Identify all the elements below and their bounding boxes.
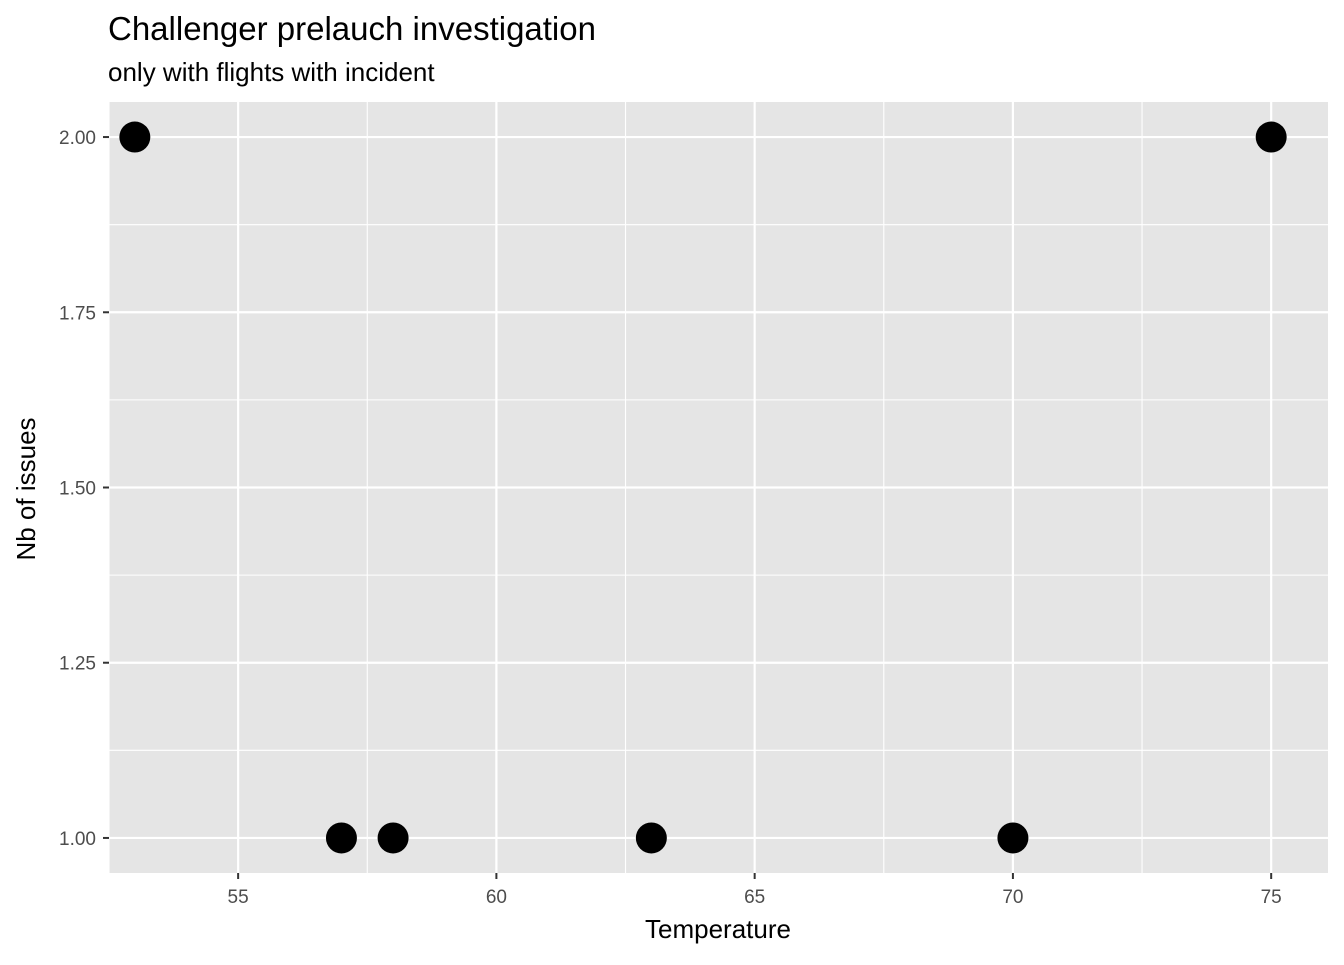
x-tick-label: 75 bbox=[1261, 887, 1282, 908]
x-tick-label: 65 bbox=[744, 887, 765, 908]
x-tick-label: 55 bbox=[228, 887, 249, 908]
data-point bbox=[119, 121, 151, 153]
y-tick-label: 2.00 bbox=[59, 128, 96, 149]
data-point bbox=[377, 822, 409, 854]
y-tick-label: 1.25 bbox=[59, 654, 96, 675]
axis-ticks bbox=[103, 136, 1273, 879]
chart-subtitle: only with flights with incident bbox=[108, 57, 435, 87]
x-tick-label: 60 bbox=[486, 887, 507, 908]
data-point bbox=[1255, 121, 1287, 153]
data-points bbox=[119, 121, 1287, 854]
y-tick-label: 1.75 bbox=[59, 303, 96, 324]
data-point bbox=[325, 822, 357, 854]
data-point bbox=[635, 822, 667, 854]
data-point bbox=[997, 822, 1029, 854]
chart-title: Challenger prelauch investigation bbox=[108, 10, 596, 47]
major-gridlines bbox=[109, 102, 1328, 873]
x-axis-title: Temperature bbox=[645, 914, 791, 944]
y-axis-title: Nb of issues bbox=[11, 417, 41, 560]
x-tick-label: 70 bbox=[1002, 887, 1023, 908]
y-tick-label: 1.50 bbox=[59, 479, 96, 500]
y-tick-label: 1.00 bbox=[59, 829, 96, 850]
tick-labels: 55 60 65 70 75 1.00 1.25 1.50 1.75 2.00 bbox=[59, 128, 1282, 908]
